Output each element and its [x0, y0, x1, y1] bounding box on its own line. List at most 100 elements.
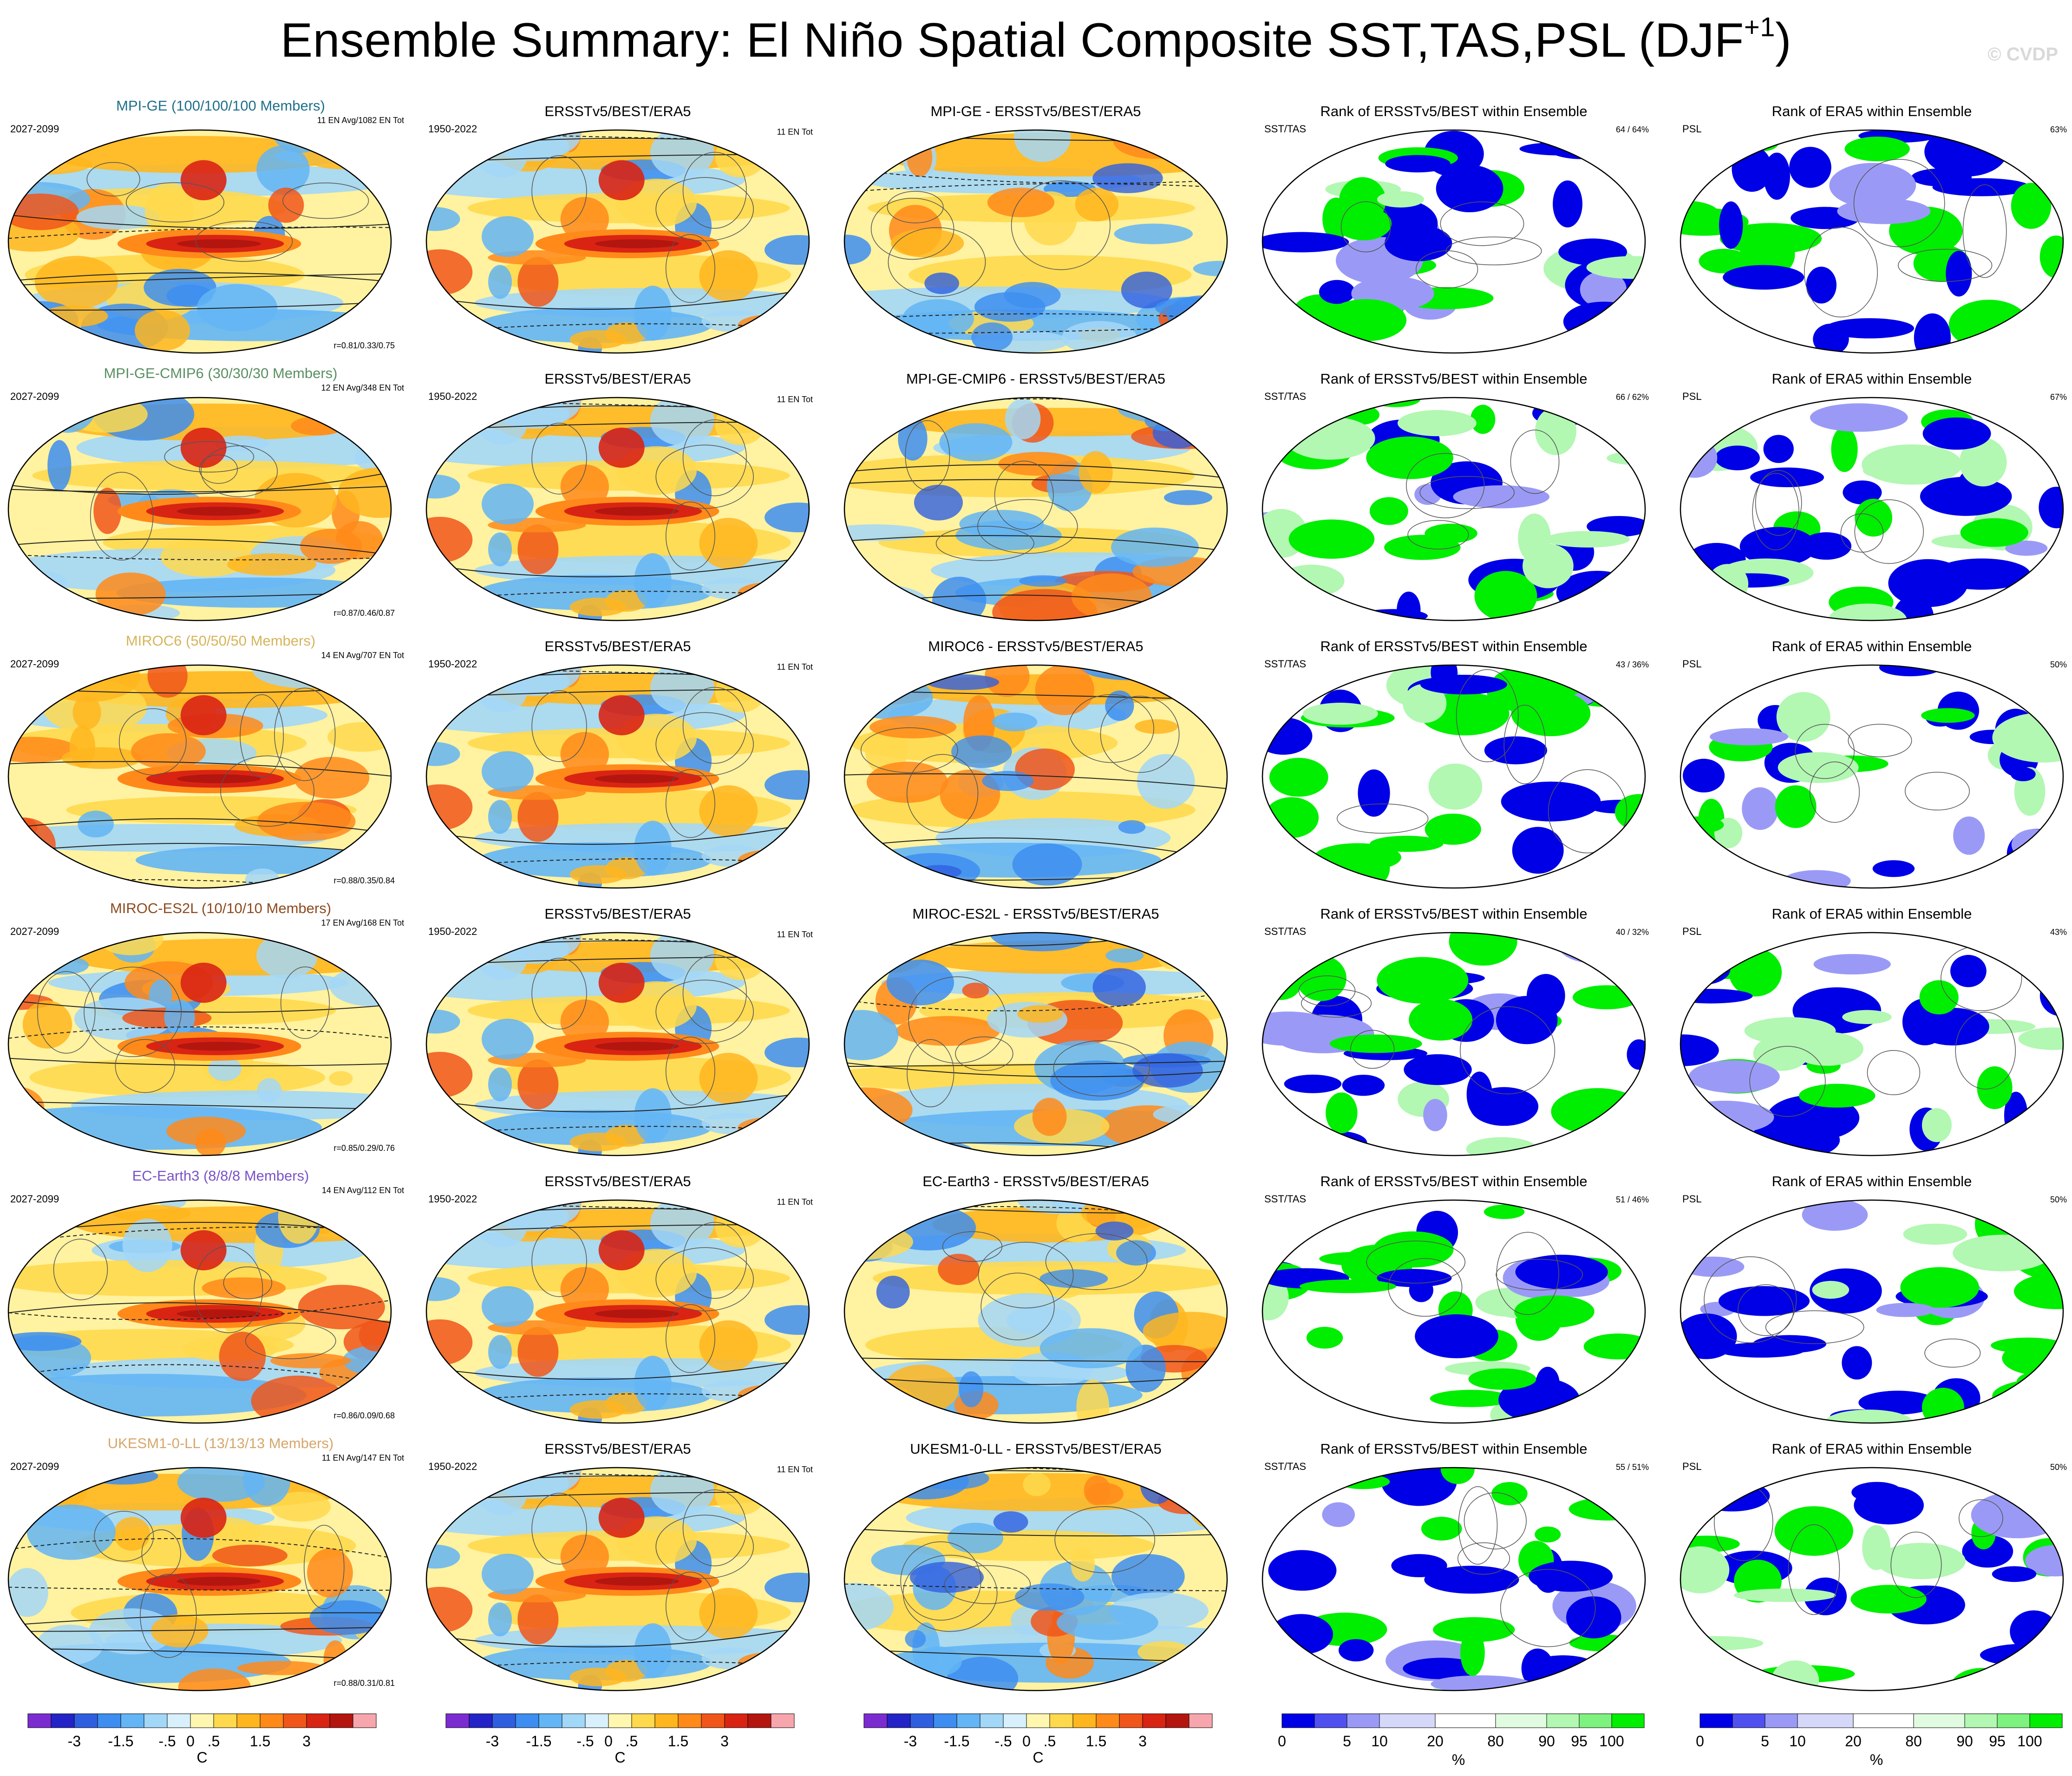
obs-event-count: 11 EN Tot	[777, 395, 813, 404]
obs-period: 1950-2022	[428, 658, 477, 670]
rank-psl-title: Rank of ERA5 within Ensemble	[1772, 1173, 1972, 1189]
colorbar-swatch	[933, 1713, 957, 1728]
colorbar-tick-label: 100	[1599, 1733, 1624, 1750]
difference-panel-title: MIROC-ES2L - ERSSTv5/BEST/ERA5	[912, 906, 1159, 922]
colorbar-tick-label: 10	[1371, 1733, 1388, 1750]
colorbar-swatch	[1611, 1713, 1645, 1728]
model-period: 2027-2099	[10, 1461, 59, 1472]
model-period: 2027-2099	[10, 391, 59, 402]
rank-map	[1680, 664, 2064, 889]
colorbar-tick-label: .5	[1044, 1733, 1056, 1750]
rank-psl-value: 67%	[2050, 392, 2067, 402]
colorbar-swatch	[1314, 1713, 1347, 1728]
model-period: 2027-2099	[10, 123, 59, 135]
colorbar-swatch	[2029, 1713, 2063, 1728]
colorbar-tick-label: 0	[1696, 1733, 1704, 1750]
colorbar-swatch	[306, 1713, 330, 1728]
temperature-colorbar: -3 -1.5 -.5 0 .5 1.5 3 C	[863, 1713, 1213, 1766]
map-border	[1680, 397, 2064, 621]
rank-map	[1262, 397, 1646, 621]
colorbar-swatch	[445, 1713, 470, 1728]
rank-psl-title: Rank of ERA5 within Ensemble	[1772, 1441, 1972, 1457]
colorbar-swatch	[283, 1713, 307, 1728]
rank-map	[1262, 664, 1646, 889]
pattern-correlation: r=0.87/0.46/0.87	[333, 608, 395, 618]
colorbar-swatch	[190, 1713, 214, 1728]
colorbar-swatch	[1072, 1713, 1097, 1728]
colorbar-unit: %	[1870, 1751, 1883, 1768]
colorbar-swatch	[910, 1713, 934, 1728]
colorbar-tick-label: 3	[1138, 1733, 1147, 1750]
temperature-map	[7, 932, 392, 1156]
obs-panel-title: ERSSTv5/BEST/ERA5	[544, 1441, 691, 1457]
rank-map	[1262, 932, 1646, 1156]
colorbar-swatch	[608, 1713, 632, 1728]
temperature-map	[843, 397, 1228, 621]
colorbar-tick-label: 0	[186, 1733, 195, 1750]
colorbar-tick-label: .5	[626, 1733, 638, 1750]
model-event-count: 11 EN Avg/1082 EN Tot	[317, 116, 404, 125]
colorbar-tick-label: -.5	[158, 1733, 176, 1750]
colorbar-swatch	[1119, 1713, 1143, 1728]
colorbar-swatch	[771, 1713, 795, 1728]
figure-title-superscript: +1	[1744, 12, 1776, 43]
colorbar-swatch	[1435, 1713, 1496, 1728]
colorbar-swatch	[1281, 1713, 1315, 1728]
rank-sst-tas-value: 55 / 51%	[1616, 1463, 1649, 1472]
obs-event-count: 11 EN Tot	[777, 662, 813, 672]
colorbar-tick-label: -1.5	[108, 1733, 133, 1750]
rank-psl-title: Rank of ERA5 within Ensemble	[1772, 638, 1972, 654]
rank-sst-tas-variable: SST/TAS	[1264, 658, 1306, 670]
rank-psl-variable: PSL	[1682, 1193, 1702, 1205]
colorbar-swatch	[1096, 1713, 1120, 1728]
model-event-count: 12 EN Avg/348 EN Tot	[321, 383, 404, 392]
map-border	[843, 664, 1228, 889]
temperature-colorbar: -3 -1.5 -.5 0 .5 1.5 3 C	[27, 1713, 377, 1766]
colorbar-tick-label: 10	[1789, 1733, 1806, 1750]
figure-title: Ensemble Summary: El Niño Spatial Compos…	[0, 12, 2072, 68]
colorbar-swatch	[1546, 1713, 1580, 1728]
rank-colorbar: 0 5 10 20 80 90 95 100%	[1696, 1713, 2063, 1768]
pattern-correlation: r=0.86/0.09/0.68	[333, 1411, 395, 1420]
colorbar-tick-label: -1.5	[944, 1733, 969, 1750]
colorbar-swatch	[1142, 1713, 1166, 1728]
rank-psl-value: 50%	[2050, 660, 2067, 669]
colorbar-unit: %	[1452, 1751, 1465, 1768]
rank-sst-tas-variable: SST/TAS	[1264, 926, 1306, 937]
rank-sst-tas-title: Rank of ERSSTv5/BEST within Ensemble	[1320, 1173, 1588, 1189]
map-border	[1262, 1467, 1646, 1691]
rank-sst-tas-value: 40 / 32%	[1616, 927, 1649, 937]
colorbar-swatch	[167, 1713, 191, 1728]
colorbar-tick-label: 20	[1845, 1733, 1862, 1750]
colorbar-swatch	[980, 1713, 1004, 1728]
difference-panel-title: UKESM1-0-LL - ERSSTv5/BEST/ERA5	[910, 1441, 1162, 1457]
colorbar-swatch	[1165, 1713, 1190, 1728]
map-border	[425, 1467, 810, 1691]
rank-psl-variable: PSL	[1682, 123, 1702, 135]
colorbar-tick-label: -.5	[994, 1733, 1012, 1750]
model-event-count: 17 EN Avg/168 EN Tot	[321, 918, 404, 927]
model-panel-title: UKESM1-0-LL (13/13/13 Members)	[108, 1435, 333, 1451]
colorbar-tick-label: 20	[1427, 1733, 1444, 1750]
rank-sst-tas-value: 66 / 62%	[1616, 392, 1649, 402]
rank-psl-title: Rank of ERA5 within Ensemble	[1772, 906, 1972, 922]
temperature-map	[843, 1467, 1228, 1691]
colorbar-swatch	[678, 1713, 702, 1728]
rank-psl-variable: PSL	[1682, 926, 1702, 937]
colorbar-swatch	[1026, 1713, 1050, 1728]
rank-sst-tas-title: Rank of ERSSTv5/BEST within Ensemble	[1320, 638, 1588, 654]
obs-period: 1950-2022	[428, 1193, 477, 1205]
colorbar-tick-label: .5	[208, 1733, 220, 1750]
colorbar-tick-label: 3	[720, 1733, 729, 1750]
colorbar-swatch	[469, 1713, 493, 1728]
colorbar-tick-label: 100	[2017, 1733, 2042, 1750]
colorbar-swatch	[236, 1713, 261, 1728]
colorbar-tick-label: 1.5	[668, 1733, 688, 1750]
colorbar-swatch	[1579, 1713, 1612, 1728]
colorbar-tick-label: 1.5	[1086, 1733, 1106, 1750]
temperature-map	[7, 129, 392, 354]
colorbar-swatch	[538, 1713, 562, 1728]
obs-event-count: 11 EN Tot	[777, 1465, 813, 1474]
rank-sst-tas-title: Rank of ERSSTv5/BEST within Ensemble	[1320, 103, 1588, 119]
colorbar-swatch	[1997, 1713, 2030, 1728]
